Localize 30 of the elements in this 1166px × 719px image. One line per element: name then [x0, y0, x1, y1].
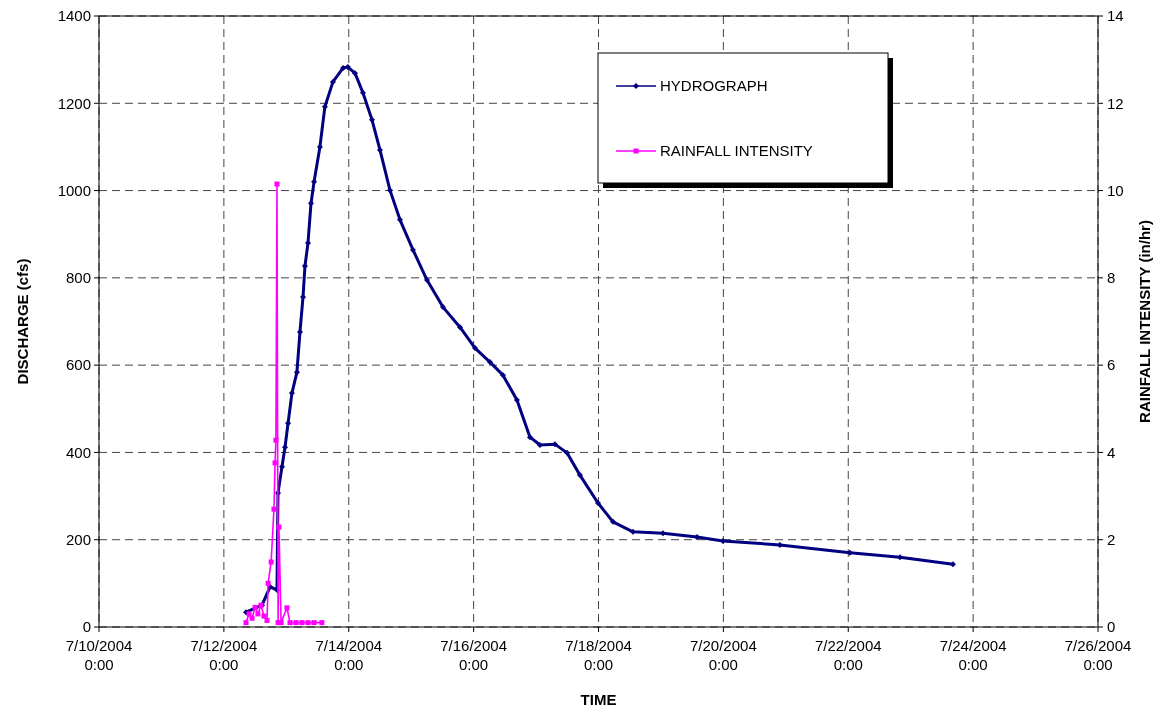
x-tick-label: 7/14/2004 0:00 — [315, 637, 383, 673]
y2-tick-label: 0 — [1107, 618, 1116, 636]
y2-tick-label: 4 — [1107, 443, 1116, 461]
y-axis-title: DISCHARGE (cfs) — [14, 258, 31, 385]
y-tick-label: 1000 — [57, 181, 91, 199]
y2-tick-label: 14 — [1107, 7, 1124, 25]
y2-tick-label: 12 — [1107, 94, 1124, 112]
y2-tick-label: 6 — [1107, 356, 1116, 374]
y2-axis-title: RAINFALL INTENSITY (in/hr) — [1136, 220, 1153, 423]
y-tick-label: 1400 — [57, 7, 91, 25]
x-tick-label: 7/16/2004 0:00 — [440, 637, 507, 673]
y2-tick-label: 10 — [1107, 181, 1124, 199]
y-tick-label: 200 — [65, 530, 91, 548]
y2-tick-label: 2 — [1107, 530, 1116, 548]
y-tick-label: 400 — [65, 443, 91, 461]
x-tick-label: 7/12/2004 0:00 — [190, 637, 258, 673]
x-tick-label: 7/22/2004 0:00 — [814, 637, 882, 673]
y-tick-label: 600 — [65, 356, 91, 374]
x-axis-title: TIME — [580, 691, 617, 708]
x-tick-label: 7/24/2004 0:00 — [939, 637, 1007, 673]
y-tick-label: 1200 — [57, 94, 91, 112]
x-tick-label: 7/10/2004 0:00 — [65, 637, 133, 673]
y-tick-label: 800 — [65, 269, 91, 287]
y2-tick-label: 8 — [1107, 269, 1116, 287]
x-tick-label: 7/20/2004 0:00 — [690, 637, 757, 673]
x-tick-label: 7/18/2004 0:00 — [565, 637, 632, 673]
y-tick-label: 0 — [82, 618, 91, 636]
legend-label: HYDROGRAPH — [660, 77, 768, 95]
legend-label: RAINFALL INTENSITY — [660, 142, 813, 160]
x-tick-label: 7/26/2004 0:00 — [1064, 637, 1132, 673]
